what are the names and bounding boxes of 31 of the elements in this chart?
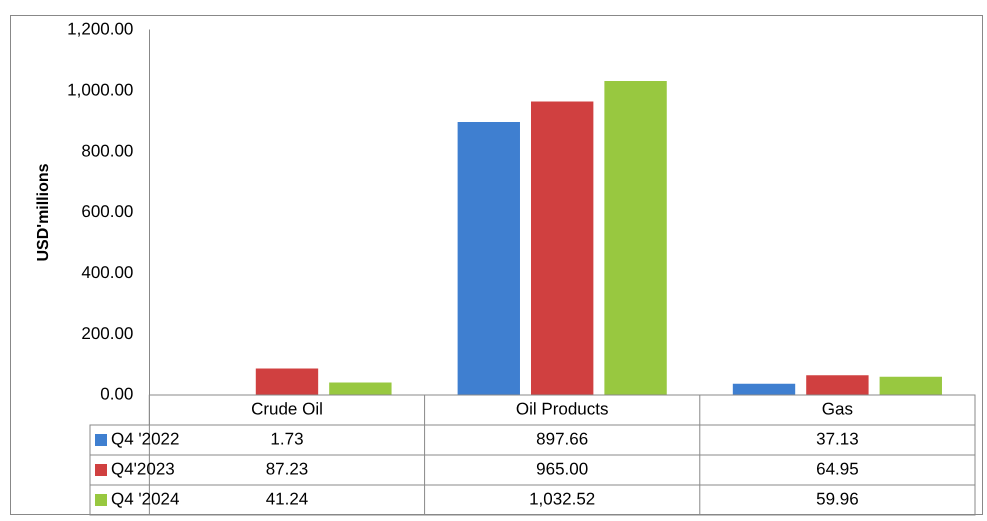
data-label: 87.23 xyxy=(266,460,308,479)
data-label: 59.96 xyxy=(816,490,859,509)
y-tick-label: 800.00 xyxy=(81,141,134,160)
bar xyxy=(880,376,942,395)
x-tick-label: Oil Products xyxy=(516,400,608,419)
data-label: 897.66 xyxy=(536,430,588,449)
data-label: 64.95 xyxy=(816,460,859,479)
y-tick-label: 0.00 xyxy=(100,384,134,404)
bar xyxy=(329,382,392,395)
legend-label: Q4'2023 xyxy=(111,460,175,479)
legend-label: Q4 '2024 xyxy=(111,490,180,509)
x-tick-label: Gas xyxy=(822,400,853,419)
bar xyxy=(530,101,594,395)
data-label: 965.00 xyxy=(536,460,588,479)
y-tick-label: 400.00 xyxy=(81,263,134,282)
y-axis-title: USD'millions xyxy=(35,163,52,262)
data-label: 1,032.52 xyxy=(529,490,596,509)
data-label: 37.13 xyxy=(816,430,859,449)
data-label: 41.24 xyxy=(266,490,308,509)
bar xyxy=(256,368,318,395)
bar xyxy=(604,80,667,395)
bar xyxy=(458,122,520,395)
y-tick-label: 600.00 xyxy=(81,202,134,222)
legend-label: Q4 '2022 xyxy=(111,430,180,449)
y-tick-label: 1,000.00 xyxy=(67,80,134,100)
y-tick-label: 1,200.00 xyxy=(67,20,134,39)
bar xyxy=(806,375,869,395)
x-tick-label: Crude Oil xyxy=(251,400,323,419)
data-label: 1.73 xyxy=(270,430,304,449)
y-tick-label: 200.00 xyxy=(81,324,134,343)
bar xyxy=(732,384,796,395)
